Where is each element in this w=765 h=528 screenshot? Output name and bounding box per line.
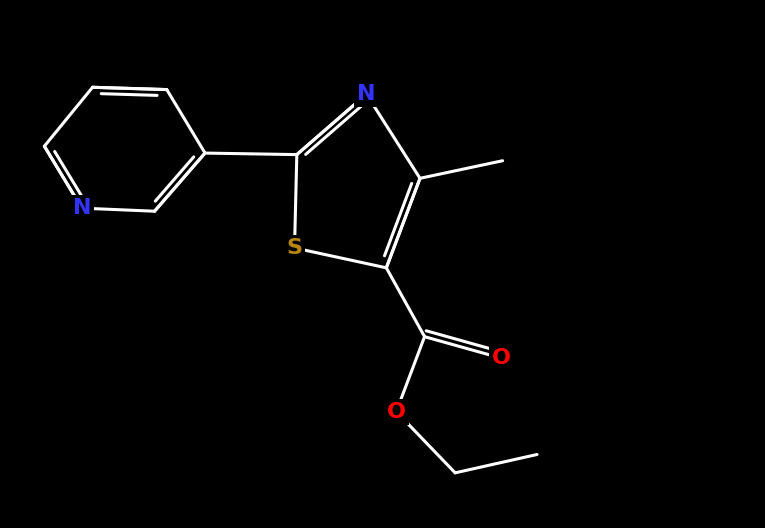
Text: N: N — [73, 198, 91, 218]
Text: S: S — [287, 238, 302, 258]
Text: O: O — [387, 402, 405, 422]
Text: O: O — [492, 348, 510, 368]
Text: N: N — [357, 84, 376, 104]
